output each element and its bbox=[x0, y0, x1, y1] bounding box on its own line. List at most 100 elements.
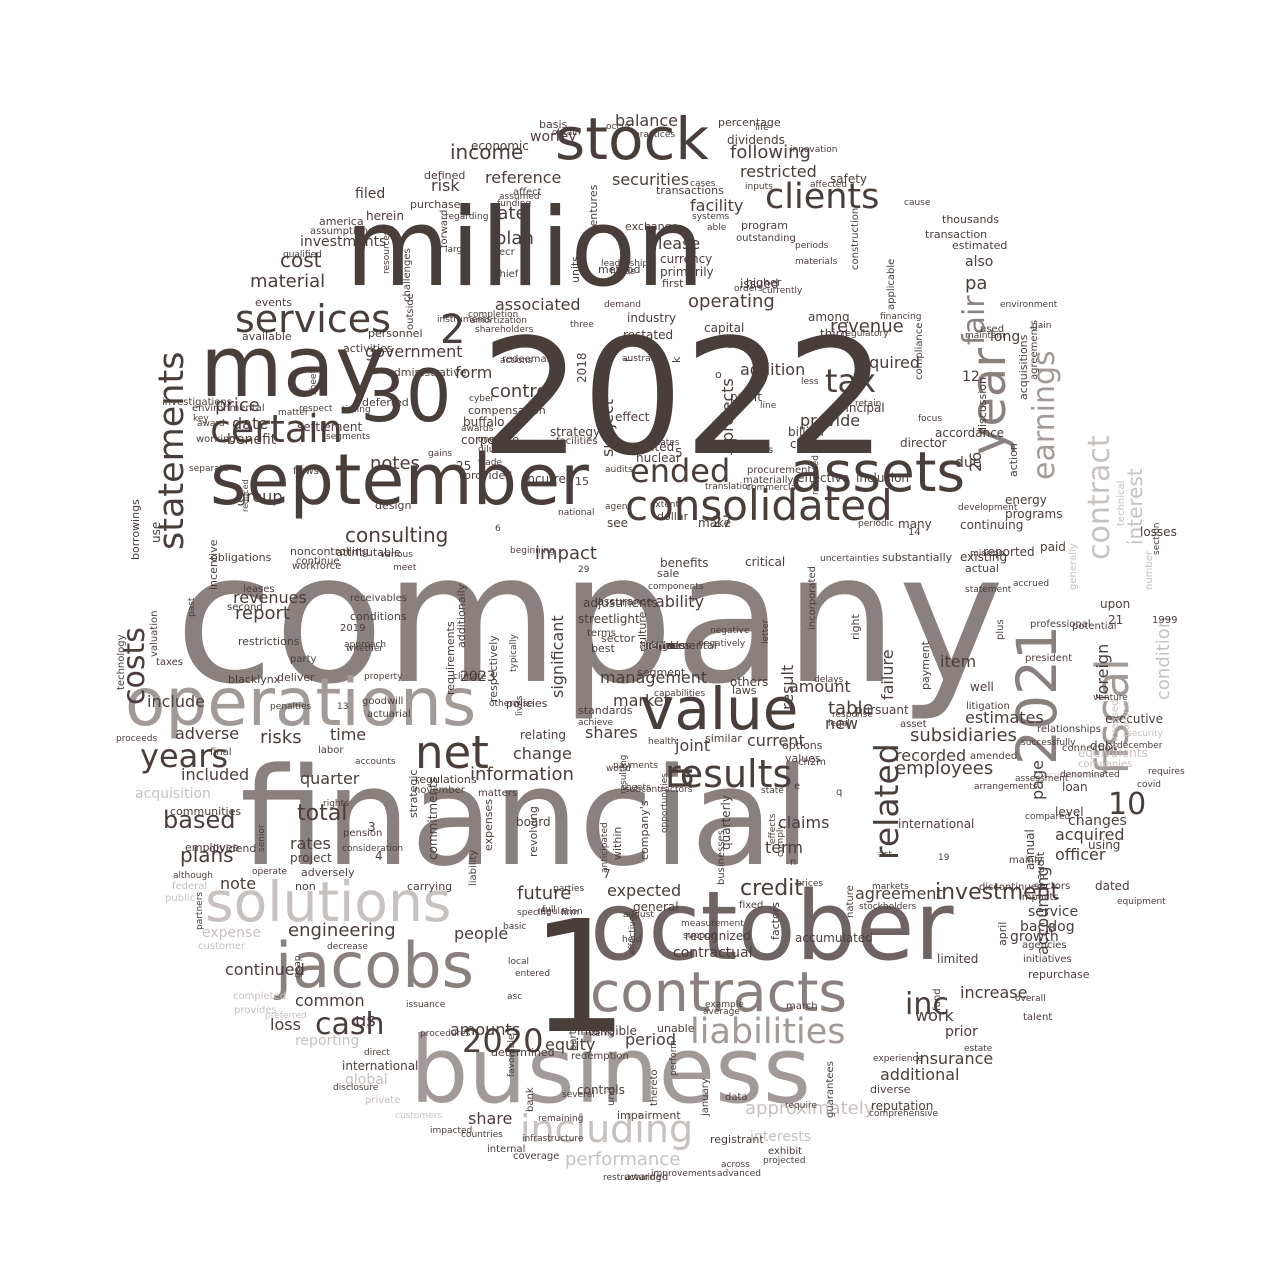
word-191: safety bbox=[830, 172, 868, 186]
word-243: workforce bbox=[292, 561, 342, 572]
word-60: engineering bbox=[288, 920, 396, 941]
word-539: environment bbox=[1000, 300, 1058, 310]
word-328: connection bbox=[1062, 743, 1118, 754]
word-1: 2022 bbox=[480, 304, 888, 491]
word-315: registrant bbox=[710, 1133, 764, 1146]
word-57: subsidiaries bbox=[910, 725, 1017, 746]
word-120: time bbox=[330, 725, 367, 744]
word-306: march bbox=[786, 1001, 818, 1012]
word-146: foreign bbox=[1093, 643, 1112, 700]
word-553: legal bbox=[828, 719, 850, 729]
word-590: governmental bbox=[640, 639, 717, 652]
word-68: share bbox=[468, 1109, 513, 1128]
word-192: dividends bbox=[727, 133, 785, 147]
word-119: note bbox=[220, 874, 257, 893]
word-245: second bbox=[227, 602, 263, 613]
word-117: continued bbox=[225, 960, 305, 979]
word-155: executive bbox=[1105, 712, 1164, 726]
word-479: typically bbox=[509, 634, 519, 672]
word-88: date bbox=[232, 414, 269, 433]
word-573: firm bbox=[561, 908, 579, 918]
word-97: reference bbox=[485, 168, 562, 187]
word-589: includes bbox=[640, 639, 686, 652]
word-284: dividend bbox=[209, 842, 257, 855]
word-44: credit bbox=[740, 876, 803, 901]
word-529: inputs bbox=[745, 182, 773, 192]
word-344: construction bbox=[850, 207, 861, 270]
word-516: shareholders bbox=[475, 325, 534, 335]
word-86: notes bbox=[370, 453, 420, 474]
word-446: direct bbox=[364, 1048, 390, 1058]
word-25: services bbox=[235, 297, 391, 341]
word-542: key bbox=[193, 414, 209, 424]
word-378: companies bbox=[1078, 759, 1133, 770]
word-290: commitments bbox=[426, 777, 440, 860]
word-441: require bbox=[785, 1101, 817, 1111]
word-6: 1 bbox=[530, 887, 629, 1068]
word-94: long bbox=[990, 329, 1021, 345]
word-65: government bbox=[365, 342, 463, 361]
word-348: higher bbox=[746, 276, 782, 289]
word-425: several bbox=[562, 1090, 595, 1100]
word-153: well bbox=[970, 680, 994, 694]
word-456: although bbox=[173, 871, 213, 881]
word-266: property bbox=[364, 672, 403, 682]
word-47: plans bbox=[180, 843, 234, 867]
word-179: third bbox=[820, 327, 848, 341]
word-476: health bbox=[648, 737, 677, 747]
word-401: 14 bbox=[908, 527, 921, 538]
word-571: parties bbox=[553, 884, 585, 894]
word-537: affected bbox=[810, 180, 847, 190]
word-186: method bbox=[598, 263, 641, 276]
word-585: return bbox=[640, 639, 674, 652]
word-387: occur bbox=[606, 122, 631, 132]
word-309: determined bbox=[491, 1046, 555, 1059]
word-33: contract bbox=[1082, 435, 1117, 560]
word-58: information bbox=[470, 764, 574, 785]
word-294: strategic bbox=[407, 769, 420, 818]
word-219: strategy bbox=[550, 425, 601, 439]
word-575: regulation bbox=[537, 907, 583, 917]
word-131: acquired bbox=[1055, 825, 1125, 844]
word-440: projected bbox=[763, 1156, 806, 1166]
word-379: circumstances bbox=[1038, 771, 1103, 781]
word-527: practices bbox=[634, 130, 676, 140]
word-241: various bbox=[380, 550, 413, 560]
word-480: otherwise bbox=[489, 699, 534, 709]
word-8: may bbox=[200, 318, 386, 417]
word-7: september bbox=[210, 439, 589, 521]
word-116: common bbox=[295, 991, 365, 1010]
word-272: values bbox=[785, 752, 821, 765]
word-371: preferred bbox=[265, 1011, 307, 1021]
word-140: benefit bbox=[227, 432, 277, 448]
word-417: act bbox=[878, 850, 892, 860]
word-20: including bbox=[520, 1107, 694, 1151]
word-455: partners bbox=[195, 891, 205, 930]
word-487: actual bbox=[965, 562, 999, 575]
word-38: years bbox=[140, 737, 229, 775]
word-157: loan bbox=[1062, 780, 1088, 794]
word-129: service bbox=[1028, 904, 1079, 920]
word-237: incentive bbox=[207, 539, 220, 590]
word-3: million bbox=[345, 186, 705, 311]
word-167: energy bbox=[1005, 493, 1047, 507]
word-447: favorable bbox=[507, 1034, 517, 1077]
word-503: gains bbox=[428, 449, 453, 459]
word-147: result bbox=[778, 664, 797, 710]
word-436: remaining bbox=[538, 1114, 584, 1124]
word-442: impacted bbox=[430, 1126, 473, 1136]
word-547: respect bbox=[299, 404, 333, 414]
word-412: o bbox=[715, 368, 722, 381]
word-325: impacts bbox=[1019, 892, 1059, 903]
word-289: board bbox=[516, 815, 551, 829]
word-187: ventures bbox=[587, 184, 600, 233]
word-467: meet bbox=[393, 563, 417, 573]
word-235: borrowings bbox=[129, 499, 142, 560]
word-230: environmental bbox=[192, 403, 265, 414]
word-280: november bbox=[414, 785, 465, 796]
word-594: levels bbox=[640, 639, 672, 652]
word-402: 15 bbox=[575, 475, 589, 488]
word-458: senior bbox=[257, 824, 267, 852]
word-565: perform bbox=[669, 1040, 679, 1076]
word-122: additional bbox=[880, 1065, 960, 1084]
